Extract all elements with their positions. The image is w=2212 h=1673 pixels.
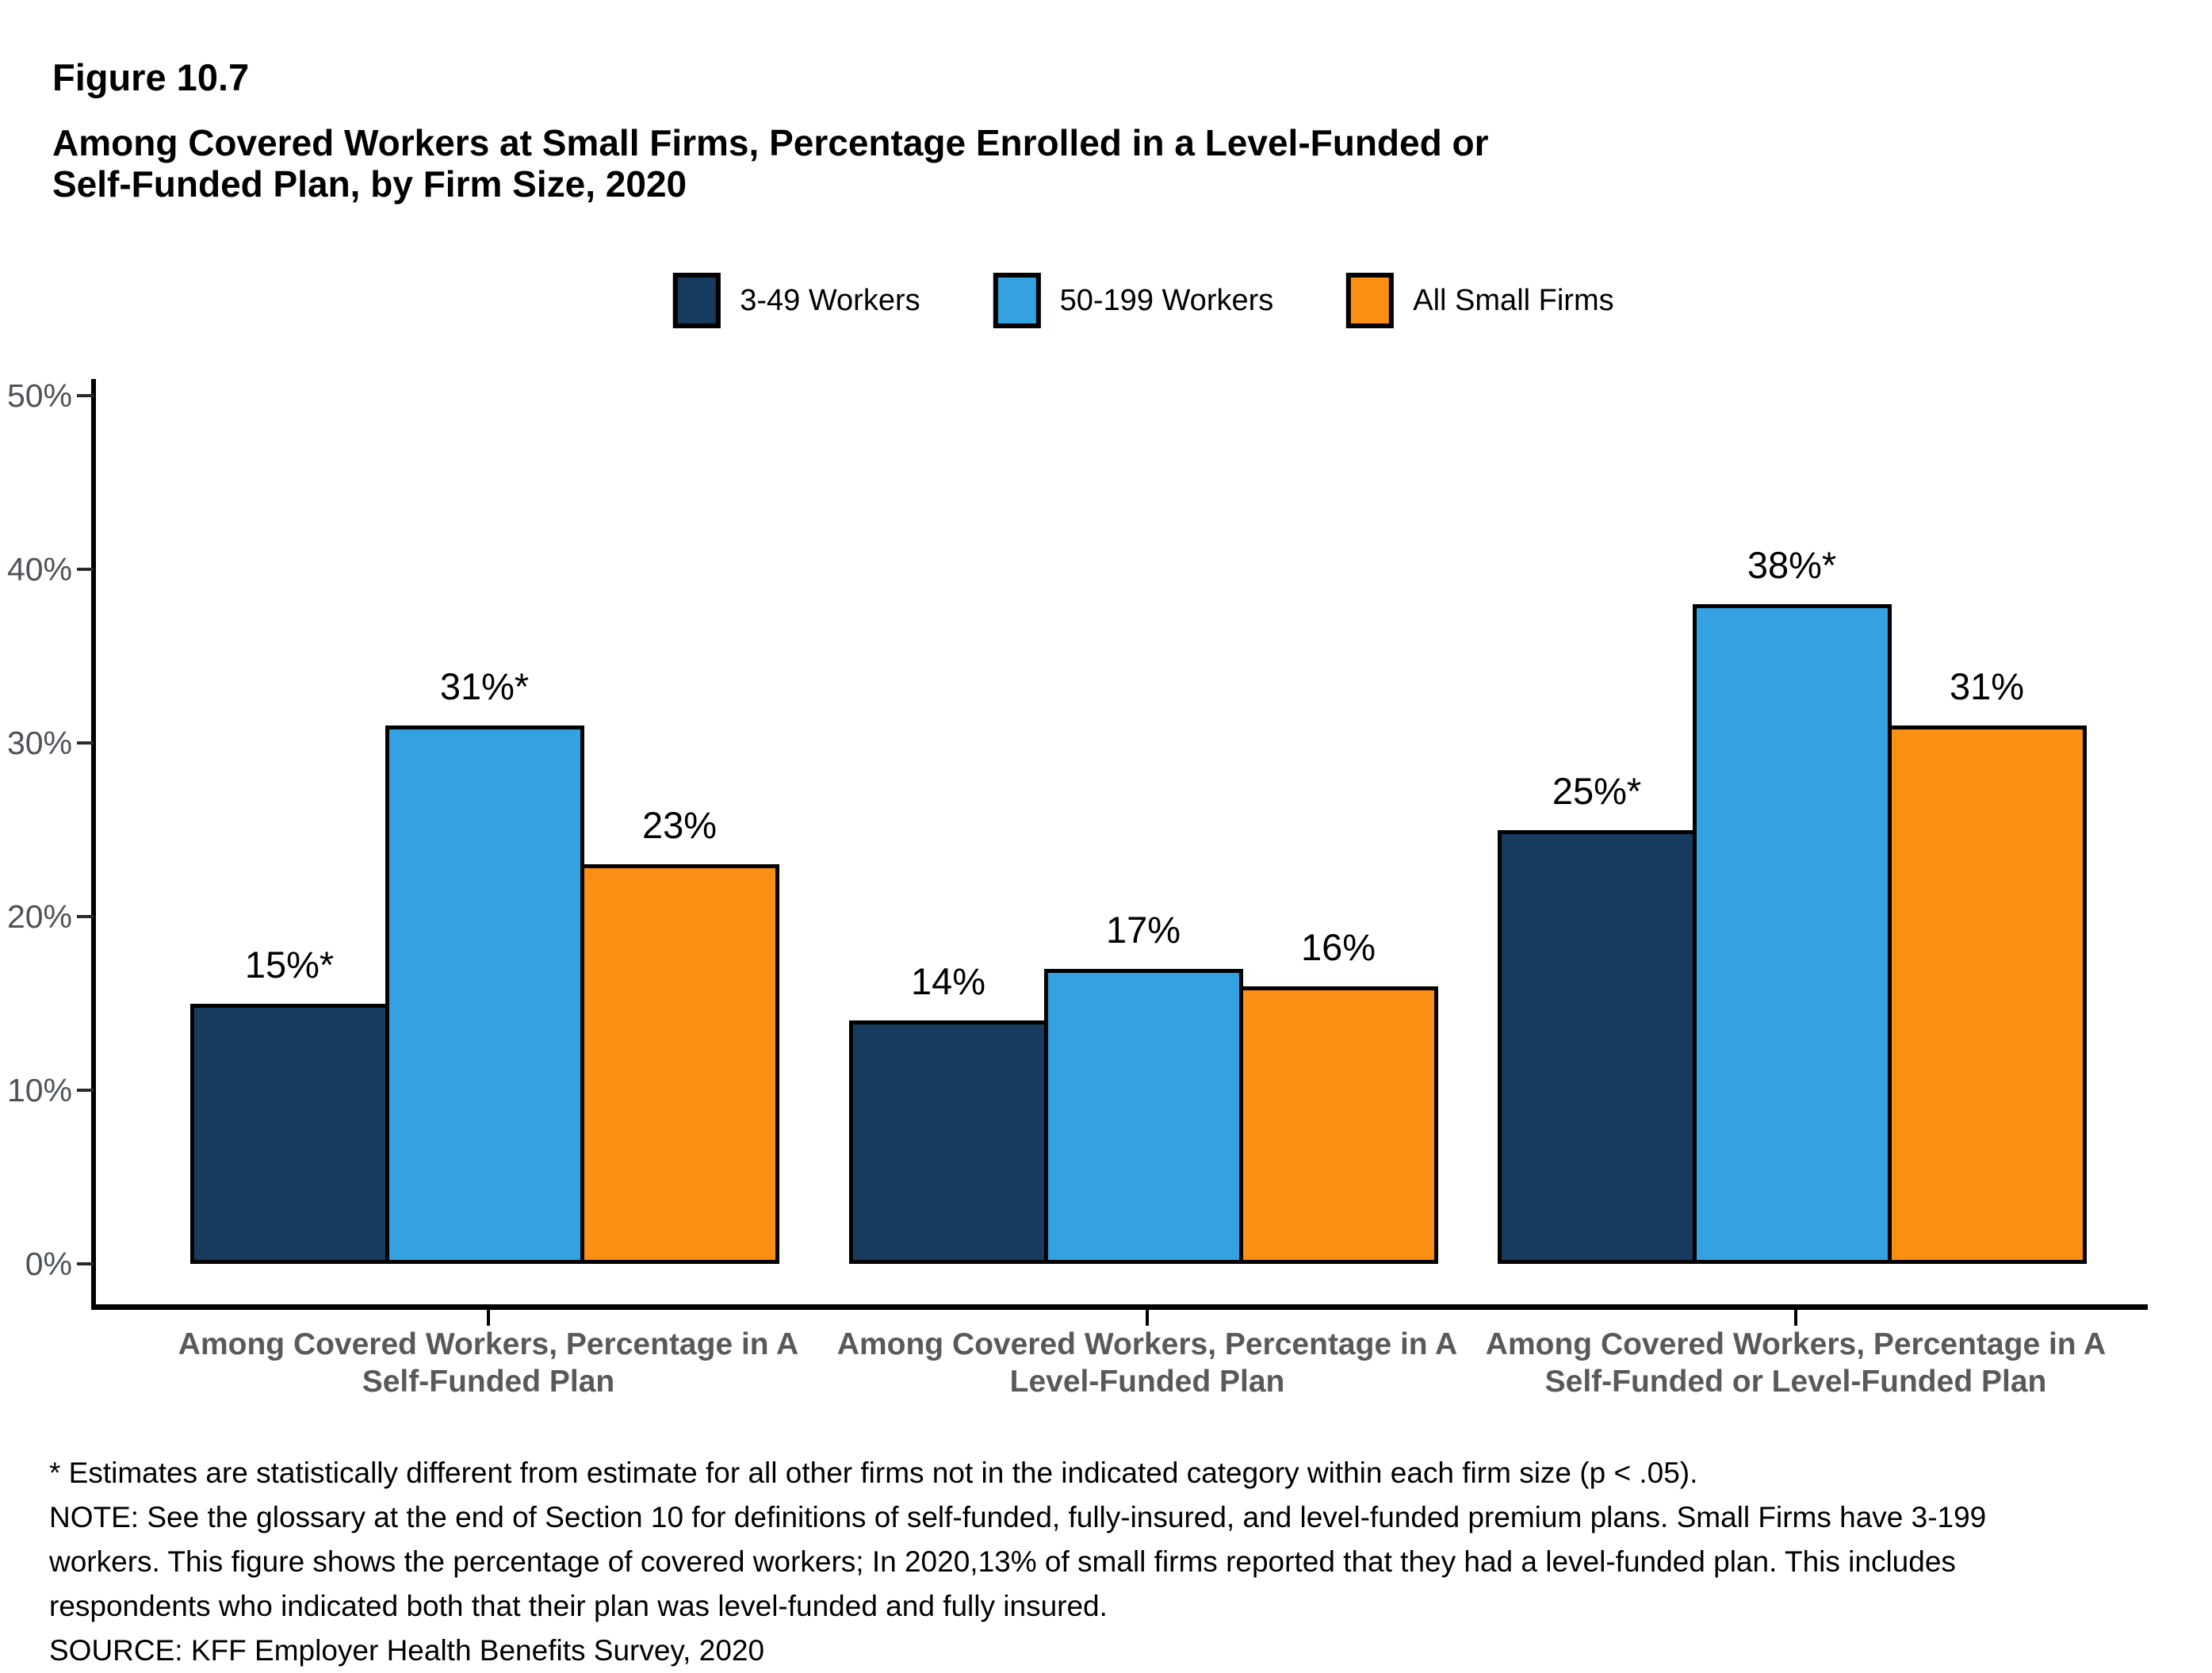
legend-swatch-icon <box>993 273 1041 328</box>
bar-value-label: 25%* <box>1552 769 1642 812</box>
y-axis-line <box>91 379 96 1310</box>
chart-title-line2: Self-Funded Plan, by Firm Size, 2020 <box>52 163 687 205</box>
bar-3-49-workers-group2 <box>848 1020 1048 1264</box>
category-label-group2: Among Covered Workers, Percentage in A Le… <box>759 1326 1536 1400</box>
bar-value-label: 16% <box>1300 925 1376 968</box>
bar-3-49-workers-group3 <box>1497 829 1697 1264</box>
y-axis-tick-label: 40% <box>6 551 72 588</box>
bar-value-label: 17% <box>1105 908 1181 951</box>
bar-all-small-firms-group1 <box>580 864 779 1264</box>
legend-label: All Small Firms <box>1413 283 1614 317</box>
bar-3-49-workers-group1 <box>189 1003 389 1264</box>
y-axis-tick-label: 30% <box>6 725 72 761</box>
y-axis-tick-label: 50% <box>6 377 72 414</box>
category-label-line: Among Covered Workers, Percentage in A <box>1485 1327 2107 1361</box>
figure-number-label: Figure 10.7 <box>52 56 250 98</box>
y-axis-tick <box>77 1089 94 1092</box>
bar-all-small-firms-group2 <box>1238 986 1438 1264</box>
legend-item-1: 50-199 Workers <box>993 273 1274 328</box>
footnote-note-line3: respondents who indicated both that thei… <box>49 1590 1108 1622</box>
legend-label: 3-49 Workers <box>740 283 920 317</box>
chart-legend: 3-49 Workers 50-199 Workers All Small Firm… <box>673 273 1614 328</box>
legend-swatch-icon <box>1346 273 1395 328</box>
chart-title-line1: Among Covered Workers at Small Firms, Pe… <box>52 122 1489 163</box>
bar-50-199-workers-group2 <box>1043 968 1243 1264</box>
footnote-note-line1: NOTE: See the glossary at the end of Sec… <box>49 1501 1987 1533</box>
bar-value-label: 31%* <box>439 665 530 708</box>
bar-50-199-workers-group3 <box>1692 603 1892 1264</box>
legend-swatch-icon <box>673 273 721 328</box>
x-axis-tick <box>1146 1310 1149 1326</box>
bar-value-label: 31% <box>1949 665 2025 708</box>
x-axis-tick <box>1794 1310 1797 1326</box>
y-axis-tick <box>77 568 94 571</box>
category-label-line: Self-Funded Plan <box>362 1365 615 1399</box>
category-label-line: Self-Funded or Level-Funded Plan <box>1544 1365 2047 1399</box>
legend-label: 50-199 Workers <box>1059 283 1274 317</box>
bar-value-label: 15%* <box>244 943 335 986</box>
chart-header: Figure 10.7 Among Covered Workers at Sma… <box>52 57 1489 205</box>
category-label-group3: Among Covered Workers, Percentage in A Se… <box>1407 1326 2184 1400</box>
footnotes: * Estimates are statistically different … <box>49 1451 2174 1673</box>
y-axis-tick-label: 10% <box>6 1072 72 1108</box>
category-label-group1: Among Covered Workers, Percentage in A Se… <box>100 1326 877 1400</box>
bar-50-199-workers-group1 <box>385 725 584 1264</box>
x-axis-line <box>91 1304 2148 1310</box>
category-label-line: Level-Funded Plan <box>1009 1365 1285 1399</box>
footnote-note-line2: workers. This figure shows the percentag… <box>49 1545 1956 1578</box>
footnote-source: SOURCE: KFF Employer Health Benefits Sur… <box>49 1634 765 1667</box>
category-label-line: Among Covered Workers, Percentage in A <box>836 1327 1458 1361</box>
footnote-significance: * Estimates are statistically different … <box>49 1457 1698 1489</box>
legend-item-2: All Small Firms <box>1346 273 1614 328</box>
category-label-line: Among Covered Workers, Percentage in A <box>178 1327 799 1361</box>
y-axis-tick <box>77 741 94 745</box>
y-axis-tick-label: 20% <box>6 898 72 935</box>
y-axis-tick-label: 0% <box>25 1246 72 1282</box>
legend-item-0: 3-49 Workers <box>673 273 920 328</box>
bar-value-label: 23% <box>641 804 718 847</box>
y-axis-tick <box>77 915 94 918</box>
bar-value-label: 38%* <box>1747 543 1837 586</box>
y-axis-tick <box>77 394 94 397</box>
bar-all-small-firms-group3 <box>1887 725 2087 1264</box>
x-axis-tick <box>487 1310 490 1326</box>
y-axis-tick <box>77 1262 94 1265</box>
bar-value-label: 14% <box>910 960 986 1003</box>
